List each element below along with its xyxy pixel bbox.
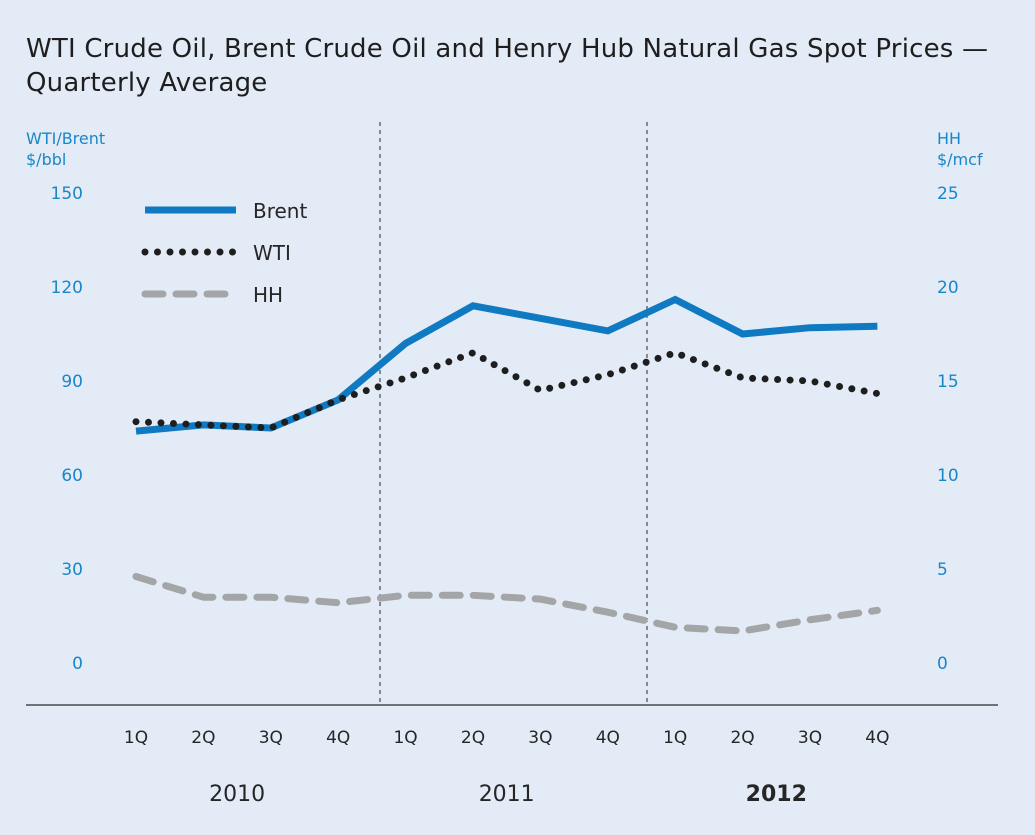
legend-label-wti: WTI bbox=[253, 241, 291, 265]
x-tick-label: 2Q bbox=[191, 728, 215, 748]
x-tick-label: 2Q bbox=[461, 728, 485, 748]
x-tick-label: 2Q bbox=[730, 728, 754, 748]
x-tick-label: 1Q bbox=[393, 728, 417, 748]
year-label-2011: 2011 bbox=[479, 782, 535, 807]
x-tick-label: 4Q bbox=[596, 728, 620, 748]
left-axis-label: WTI/Brent $/bbl bbox=[26, 128, 105, 170]
left-axis-label-line2: $/bbl bbox=[26, 150, 67, 169]
x-tick-label: 1Q bbox=[124, 728, 148, 748]
left-tick-label: 120 bbox=[51, 278, 83, 298]
left-tick-label: 150 bbox=[51, 184, 83, 204]
x-tick-label: 3Q bbox=[528, 728, 552, 748]
left-tick-label: 30 bbox=[61, 560, 83, 580]
x-tick-label: 3Q bbox=[798, 728, 822, 748]
right-tick-label: 20 bbox=[937, 278, 959, 298]
legend-label-brent: Brent bbox=[253, 199, 307, 223]
x-tick-label: 4Q bbox=[865, 728, 889, 748]
left-tick-label: 60 bbox=[61, 466, 83, 486]
x-tick-label: 3Q bbox=[259, 728, 283, 748]
right-tick-label: 25 bbox=[937, 184, 959, 204]
right-axis-label-line1: HH bbox=[937, 129, 962, 148]
x-tick-label: 1Q bbox=[663, 728, 687, 748]
right-tick-label: 0 bbox=[937, 654, 948, 674]
left-tick-label: 0 bbox=[72, 654, 83, 674]
year-label-2012: 2012 bbox=[746, 782, 807, 807]
year-label-2010: 2010 bbox=[209, 782, 265, 807]
right-tick-label: 5 bbox=[937, 560, 948, 580]
right-axis-label-line2: $/mcf bbox=[937, 150, 983, 169]
series-line-wti bbox=[132, 349, 881, 432]
left-axis-label-line1: WTI/Brent bbox=[26, 129, 106, 148]
right-axis-label: HH $/mcf bbox=[937, 128, 983, 170]
right-tick-label: 10 bbox=[937, 466, 959, 486]
series-line-hh bbox=[132, 573, 881, 635]
chart-title: WTI Crude Oil, Brent Crude Oil and Henry… bbox=[26, 34, 989, 98]
x-tick-label: 4Q bbox=[326, 728, 350, 748]
left-tick-label: 90 bbox=[61, 372, 83, 392]
right-tick-label: 15 bbox=[937, 372, 959, 392]
series-line-brent bbox=[135, 295, 878, 435]
legend-label-hh: HH bbox=[253, 283, 283, 307]
